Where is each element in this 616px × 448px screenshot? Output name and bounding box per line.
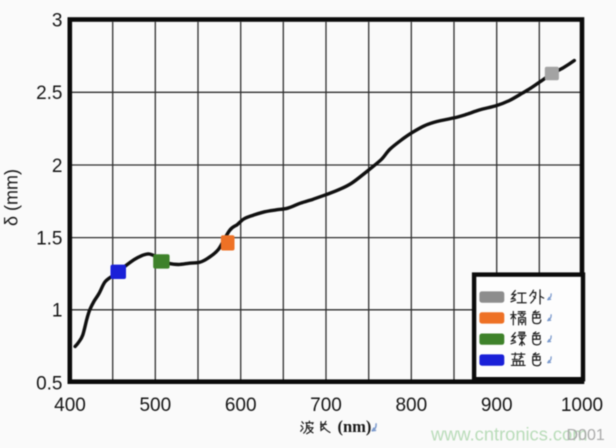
svg-text:3: 3 (52, 10, 63, 31)
svg-text:500: 500 (139, 395, 171, 416)
svg-text:2: 2 (52, 156, 63, 177)
svg-text:www.cntronics.com: www.cntronics.com (430, 424, 587, 445)
svg-text:400: 400 (54, 395, 86, 416)
svg-text:800: 800 (395, 395, 427, 416)
svg-text:(nm): (nm) (338, 417, 372, 436)
svg-text:1000: 1000 (561, 395, 603, 416)
svg-text:900: 900 (481, 395, 513, 416)
svg-text:1.5: 1.5 (36, 229, 62, 250)
svg-text:600: 600 (225, 395, 257, 416)
svg-text:δ (mm): δ (mm) (2, 169, 22, 226)
svg-text:700: 700 (310, 395, 342, 416)
svg-text:D001: D001 (567, 427, 605, 444)
svg-text:0.5: 0.5 (36, 374, 62, 395)
svg-text:2.5: 2.5 (36, 83, 62, 104)
svg-text:1: 1 (52, 301, 63, 322)
